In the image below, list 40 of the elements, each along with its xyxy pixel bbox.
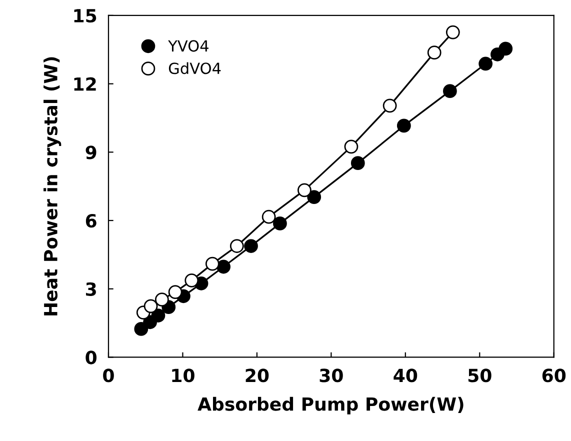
point	[298, 183, 312, 198]
point	[144, 299, 158, 314]
x-tick-label: 30	[320, 368, 343, 382]
point	[134, 322, 148, 336]
point	[382, 98, 397, 113]
y-tick-label: 12	[74, 77, 96, 91]
x-tick-label: 60	[542, 368, 566, 382]
point	[230, 239, 244, 253]
point	[273, 216, 287, 230]
point	[151, 308, 166, 322]
y-axis-title: Heat Power in crystal (W)	[44, 57, 62, 316]
point	[427, 46, 442, 60]
point	[154, 292, 169, 307]
y-tick-label: 15	[74, 9, 96, 23]
point	[344, 140, 358, 154]
point	[244, 239, 258, 253]
point	[168, 285, 182, 299]
y-tick-label: 0	[86, 350, 97, 364]
x-tick-label: 0	[103, 368, 114, 382]
legend-label: GdVO4	[168, 62, 221, 74]
point	[446, 25, 460, 40]
point	[478, 56, 493, 71]
x-tick-label: 20	[246, 368, 269, 382]
y-tick-label: 9	[86, 146, 96, 160]
legend-label: YVO4	[168, 40, 208, 52]
x-axis-title: Absorbed Pump Power(W)	[198, 396, 464, 414]
point	[307, 190, 322, 204]
y-tick-label: 6	[86, 214, 96, 228]
point	[396, 118, 411, 133]
point	[205, 256, 220, 271]
point	[262, 210, 276, 224]
point	[216, 260, 230, 274]
point	[443, 84, 457, 98]
x-tick-label: 50	[468, 368, 492, 382]
point	[184, 273, 199, 288]
x-tick-label: 10	[172, 368, 194, 382]
y-tick-label: 3	[86, 282, 96, 296]
x-tick-label: 40	[394, 368, 418, 382]
point	[498, 42, 513, 56]
point	[350, 156, 365, 170]
